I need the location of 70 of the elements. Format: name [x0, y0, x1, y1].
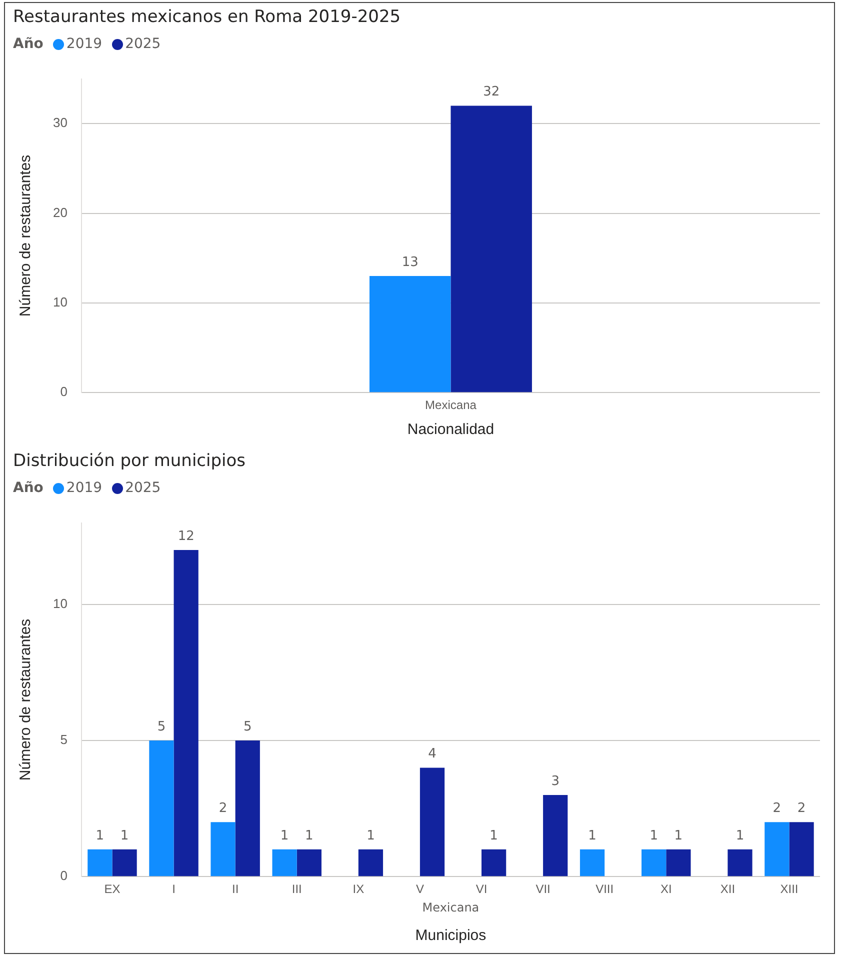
x-tick-label: EX [104, 882, 120, 896]
data-label: 2 [772, 801, 782, 816]
data-label: 1 [305, 828, 314, 844]
x-tick-label: XI [660, 882, 672, 896]
bar [580, 849, 605, 876]
text: Mexicana [422, 900, 480, 915]
x-tick-label: XIII [780, 882, 798, 896]
y-tick-label: 0 [60, 868, 68, 884]
x-tick-label: XII [720, 882, 736, 896]
bar [642, 849, 666, 876]
y-tick-label: 30 [52, 115, 68, 130]
bar [482, 849, 506, 876]
data-label: 1 [280, 828, 289, 844]
x-tick-label: V [416, 882, 424, 896]
y-tick-label: 20 [52, 204, 68, 220]
legend-label: 2025 [124, 480, 161, 496]
x-axis-title: Municipios [415, 927, 486, 944]
bar [358, 849, 384, 876]
bar [272, 849, 297, 876]
data-label: 1 [736, 828, 744, 844]
x-tick-label: VI [476, 882, 488, 896]
bar [235, 740, 260, 876]
bar [112, 849, 137, 876]
x-tick-label: VIII [596, 882, 614, 896]
bar [149, 740, 174, 876]
x-tick-label: III [292, 882, 302, 896]
legend-label: 2019 [65, 36, 102, 52]
data-label: 1 [588, 828, 596, 844]
data-label: 1 [674, 828, 683, 844]
x-tick-label: VII [536, 882, 550, 896]
bar [88, 849, 112, 876]
y-tick-label: 0 [60, 384, 68, 400]
data-label: 1 [490, 828, 498, 844]
y-tick-label: 10 [52, 596, 68, 612]
data-label: 1 [366, 828, 375, 844]
data-label: 2 [218, 801, 228, 816]
data-label: 1 [120, 828, 129, 844]
data-label: 5 [243, 719, 252, 734]
chart-title: Restaurantes mexicanos en Roma 2019-2025 [13, 6, 402, 29]
y-tick-label: 5 [60, 732, 68, 748]
bar [174, 550, 198, 876]
bar [764, 822, 790, 876]
data-label: 1 [650, 828, 658, 844]
bar [210, 822, 236, 876]
bar [789, 822, 814, 876]
data-label: 13 [402, 254, 418, 270]
legend-title: Año [13, 36, 44, 52]
data-label: 2 [797, 801, 806, 816]
bar [420, 768, 445, 876]
legend-title: Año [13, 480, 44, 496]
x-axis-title: Nacionalidad [407, 421, 494, 438]
bar [296, 849, 322, 876]
bar [666, 849, 691, 876]
x-tick-label: I [172, 882, 176, 896]
data-label: 1 [96, 828, 104, 844]
y-axis-title: Número de restaurantes [17, 154, 34, 317]
x-tick-label: II [232, 882, 239, 896]
chart-title: Distribución por municipios [13, 450, 247, 473]
y-tick-label: 10 [52, 294, 68, 310]
legend-label: 2025 [124, 36, 161, 52]
data-label: 5 [157, 719, 166, 734]
data-label: 32 [483, 84, 500, 100]
y-axis-title: Número de restaurantes [17, 618, 34, 781]
bar [543, 794, 568, 876]
bar [728, 849, 752, 876]
data-label: 3 [551, 774, 560, 789]
data-label: 12 [178, 528, 194, 544]
legend-label: 2019 [65, 480, 102, 496]
x-tick-label: IX [352, 882, 364, 896]
data-label: 4 [428, 746, 436, 762]
